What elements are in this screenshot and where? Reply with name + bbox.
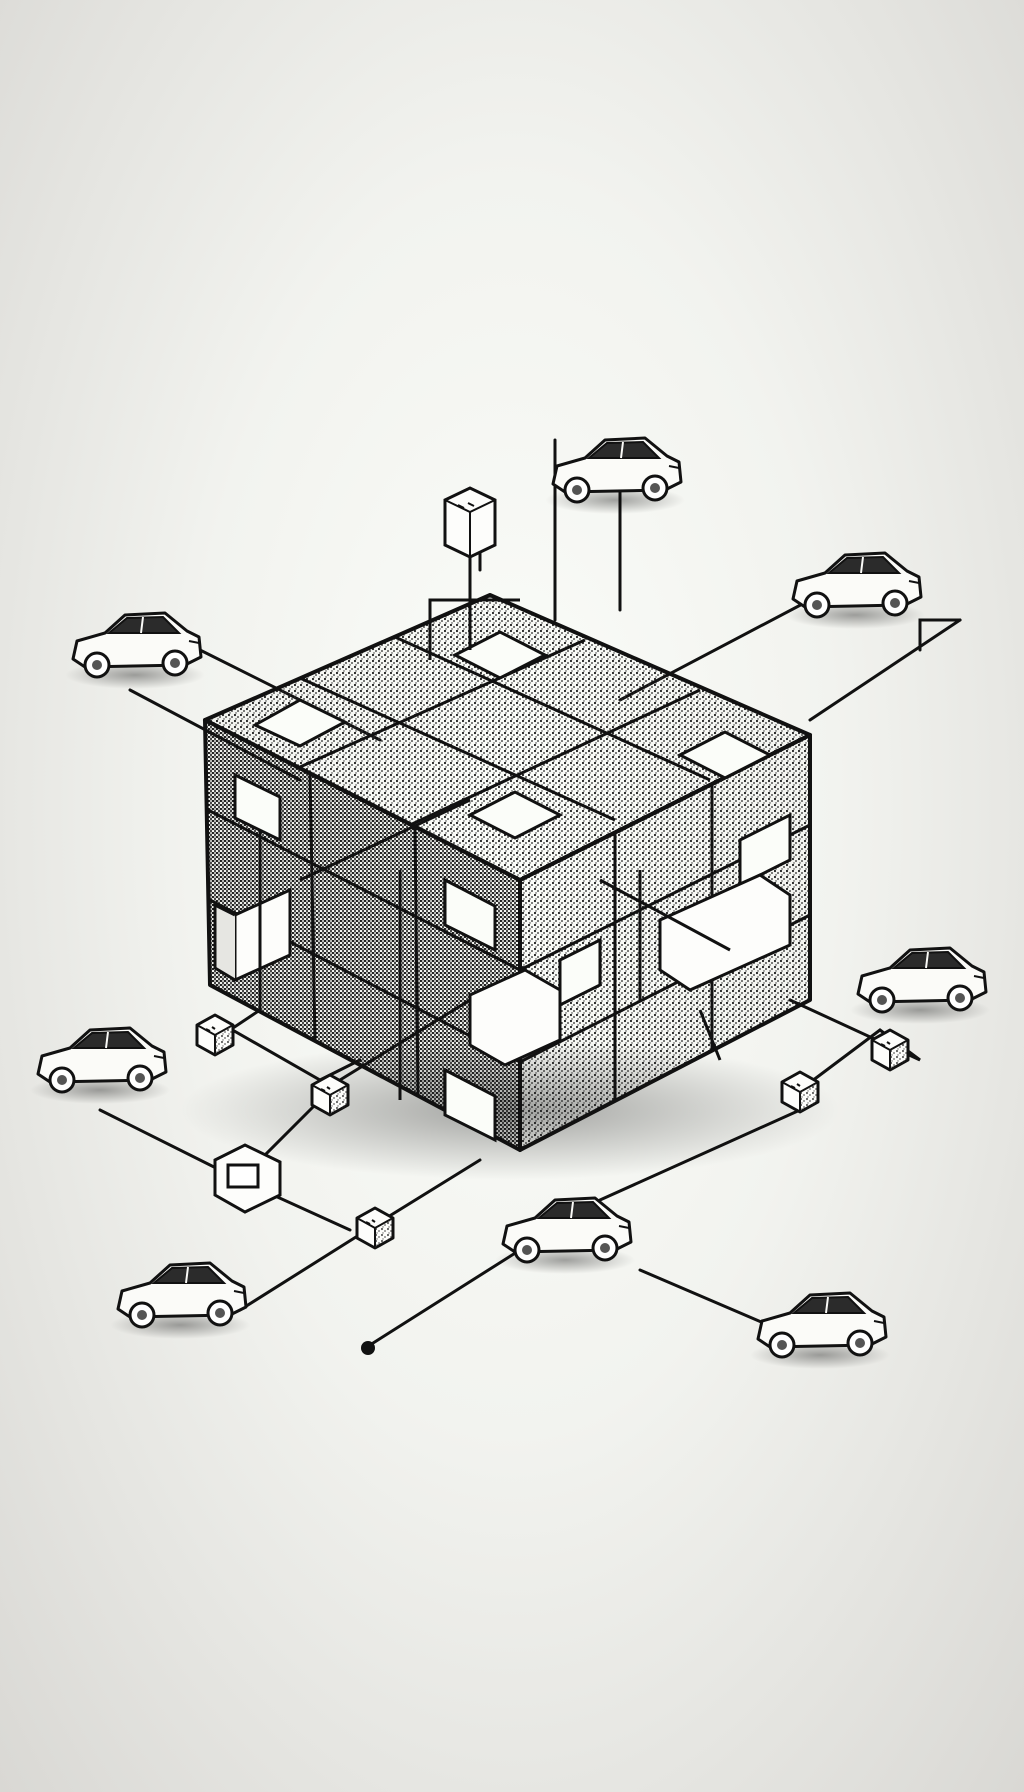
car-upper-left [63, 611, 207, 691]
car-mid-left [28, 1026, 172, 1106]
car-lower-left [108, 1261, 252, 1341]
node-right [780, 1070, 820, 1114]
node-right-far [870, 1028, 910, 1072]
data-center-cube [180, 593, 840, 1180]
cable-terminal-dot [361, 1341, 375, 1355]
car-center-bottom [493, 1196, 637, 1276]
node-bottom-left [213, 1143, 282, 1214]
car-lower-right [748, 1291, 892, 1371]
node-top [443, 486, 497, 650]
node-left [195, 1013, 235, 1057]
node-bottom-center [355, 1206, 395, 1250]
car-upper-right [783, 551, 927, 631]
car-mid-right [848, 946, 992, 1026]
junction-nodes [195, 486, 910, 1250]
node-left-low [310, 1073, 350, 1117]
car-top [543, 436, 687, 516]
